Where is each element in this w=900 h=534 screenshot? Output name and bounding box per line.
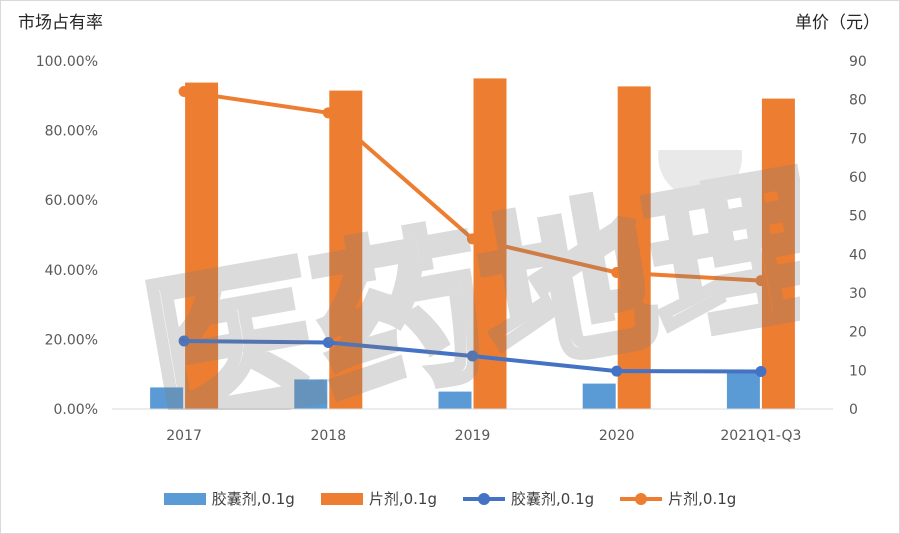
point-tablet-4 <box>755 275 767 287</box>
bar-capsule-3 <box>582 383 616 409</box>
bar-tablet-4 <box>761 98 795 410</box>
right-tick-label: 40 <box>849 247 867 263</box>
bar-capsule-4 <box>726 371 760 409</box>
point-capsule-1 <box>322 336 334 348</box>
tick-labels: 0.00% 20.00% 40.00% 60.00% 80.00% 100.00% 0 10 2… <box>36 54 867 444</box>
right-tick-label: 90 <box>849 54 867 70</box>
legend-item-capsule-line: 胶囊剂,0.1g <box>463 488 594 509</box>
right-tick-label: 50 <box>849 209 867 225</box>
legend-item-tablet-line: 片剂,0.1g <box>620 488 736 509</box>
point-capsule-4 <box>755 365 767 377</box>
point-tablet-0 <box>178 86 190 98</box>
point-tablet-2 <box>467 233 478 245</box>
right-tick-label: 70 <box>849 131 867 147</box>
point-capsule-2 <box>467 350 478 362</box>
legend-swatch <box>463 492 505 506</box>
bar-group <box>150 78 795 410</box>
bar-tablet-0 <box>185 82 219 410</box>
left-tick-label: 0.00% <box>54 402 98 418</box>
point-capsule-3 <box>611 365 623 377</box>
legend-swatch <box>163 492 206 505</box>
legend-label: 片剂,0.1g <box>368 490 437 508</box>
legend-label: 胶囊剂,0.1g <box>211 490 295 508</box>
legend-label: 片剂,0.1g <box>668 490 737 508</box>
bar-tablet-3 <box>617 86 651 410</box>
x-tick-label: 2021Q1-Q3 <box>720 428 801 444</box>
right-tick-label: 60 <box>849 170 867 186</box>
line-group <box>178 86 767 377</box>
legend-item-tablet-bar: 片剂,0.1g <box>320 488 437 509</box>
right-tick-label: 80 <box>849 93 867 109</box>
legend-label: 胶囊剂,0.1g <box>511 490 595 508</box>
left-tick-label: 80.00% <box>45 124 98 140</box>
left-tick-label: 60.00% <box>45 193 98 209</box>
line-tablet <box>183 89 762 283</box>
x-tick-label: 2020 <box>599 428 635 444</box>
right-tick-label: 20 <box>849 325 867 341</box>
point-capsule-0 <box>178 335 190 347</box>
left-axis-title: 市场占有率 <box>18 13 103 33</box>
bar-capsule-1 <box>294 379 328 409</box>
bar-capsule-0 <box>150 387 184 409</box>
legend-swatch <box>620 492 663 506</box>
x-tick-label: 2019 <box>455 428 491 444</box>
legend: 胶囊剂,0.1g 片剂,0.1g 胶囊剂,0.1g 片剂,0.1g <box>0 488 900 509</box>
legend-item-capsule-bar: 胶囊剂,0.1g <box>163 488 295 509</box>
bar-capsule-2 <box>438 391 472 409</box>
left-tick-label: 20.00% <box>45 332 98 348</box>
legend-swatch <box>320 492 363 505</box>
right-tick-label: 10 <box>849 363 867 379</box>
left-tick-label: 100.00% <box>36 54 98 70</box>
right-tick-label: 30 <box>849 286 867 302</box>
bar-tablet-1 <box>329 90 363 409</box>
point-tablet-3 <box>611 267 623 279</box>
point-tablet-1 <box>322 107 334 119</box>
right-tick-label: 0 <box>849 402 858 418</box>
x-tick-label: 2017 <box>166 428 202 444</box>
x-tick-label: 2018 <box>310 428 346 444</box>
left-tick-label: 40.00% <box>45 263 98 279</box>
right-axis-title: 单价（元） <box>795 13 880 33</box>
